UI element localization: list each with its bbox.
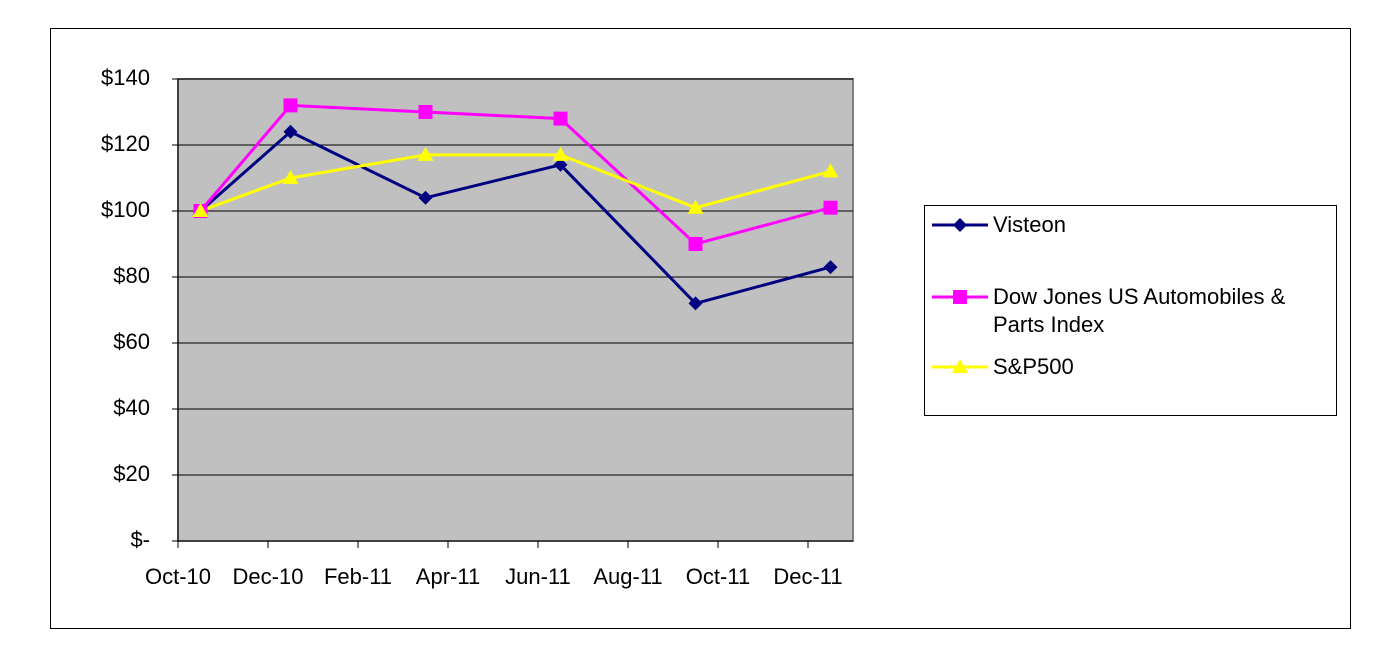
x-tick-label: Oct-11 [686, 564, 750, 589]
y-tick-label: $120 [101, 131, 150, 156]
data-point [688, 237, 703, 251]
series-line [199, 153, 831, 213]
x-tick-label: Dec-11 [773, 564, 842, 589]
data-point [688, 296, 703, 311]
series-line [199, 103, 831, 246]
x-tick-label: Dec-10 [233, 564, 304, 589]
data-point [282, 170, 299, 184]
x-tick-label: Jun-11 [505, 564, 571, 589]
data-point [553, 111, 568, 126]
data-point [552, 146, 569, 161]
y-tick-label: $100 [101, 197, 150, 222]
x-tick-label: Apr-11 [416, 564, 480, 589]
legend-box [924, 205, 1337, 416]
y-tick-label: $80 [113, 263, 150, 288]
legend-label: Visteon [993, 212, 1066, 237]
data-point [823, 260, 838, 275]
x-tick-label: Oct-10 [145, 564, 211, 589]
series-line [199, 130, 831, 306]
y-tick-label: $140 [101, 65, 150, 90]
data-point [823, 200, 838, 215]
data-point [283, 124, 298, 139]
data-point [418, 105, 433, 119]
legend-label: Dow Jones US Automobiles & Parts Index [993, 284, 1286, 337]
x-tick-label: Feb-11 [324, 564, 392, 589]
data-point [418, 190, 433, 205]
legend-marker [953, 218, 967, 232]
legend-label: S&P500 [993, 354, 1074, 379]
data-point [283, 98, 298, 113]
data-point [687, 199, 704, 214]
x-tick-label: Aug-11 [593, 564, 662, 589]
data-point [192, 203, 209, 217]
data-point [822, 163, 839, 178]
legend-marker [953, 290, 967, 304]
plot-area [177, 78, 854, 542]
y-tick-label: $60 [113, 329, 150, 354]
y-tick-label: $20 [113, 461, 150, 486]
legend-marker [952, 359, 968, 373]
data-point [417, 146, 434, 161]
data-point [553, 157, 568, 172]
y-tick-label: $- [130, 527, 150, 552]
y-tick-label: $40 [113, 395, 150, 420]
